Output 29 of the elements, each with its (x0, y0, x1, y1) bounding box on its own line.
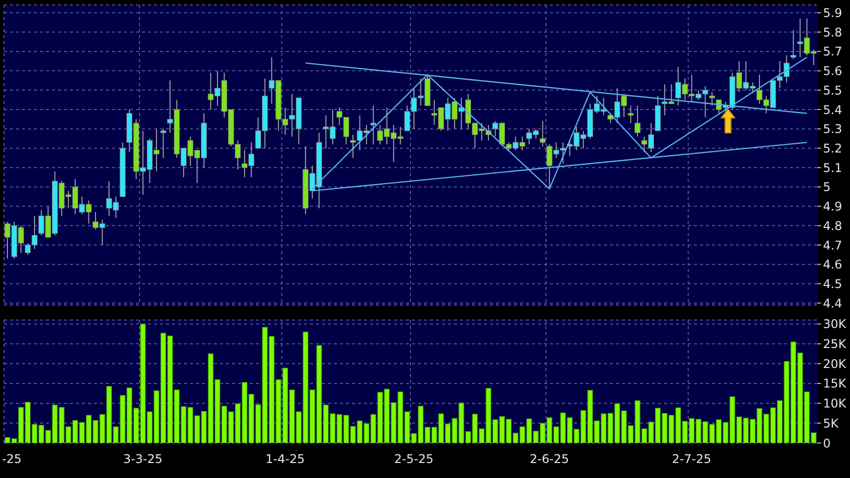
y-tick-label: 25K (823, 337, 848, 352)
y-tick-label: 5K (823, 416, 840, 430)
x-tick-label: 2-7-25 (672, 452, 712, 466)
y-tick-label: 5.7 (823, 44, 842, 59)
y-tick-label: 4.9 (823, 200, 842, 214)
y-tick-label: 5.9 (823, 6, 842, 20)
x-tick-label: 2-6-25 (530, 452, 569, 466)
y-tick-label: 10K (823, 396, 848, 411)
y-tick-label: 5 (823, 180, 831, 194)
y-tick-label: 5.3 (823, 122, 842, 136)
x-tick-label: 1-4-25 (266, 452, 305, 466)
x-tick-label: 3-3-25 (123, 452, 162, 466)
x-tick-label: -25 (2, 452, 22, 466)
y-tick-label: 5.2 (823, 141, 842, 156)
y-tick-label: 20K (823, 356, 848, 371)
y-tick-label: 4.7 (823, 238, 842, 252)
y-tick-label: 5.4 (823, 102, 842, 117)
y-tick-label: 4.5 (823, 276, 842, 291)
y-tick-label: 30K (823, 317, 848, 332)
y-tick-label: 5.1 (823, 160, 842, 175)
y-tick-label: 15K (823, 376, 848, 391)
y-tick-label: 5.5 (823, 83, 842, 98)
y-tick-label: 5.8 (823, 25, 842, 40)
y-tick-label: 4.8 (823, 218, 842, 233)
y-tick-label: 0 (823, 436, 831, 450)
y-tick-label: 5.6 (823, 64, 842, 78)
x-tick-label: 2-5-25 (394, 452, 434, 466)
y-tick-label: 4.4 (823, 296, 842, 310)
y-tick-label: 4.6 (823, 258, 842, 272)
